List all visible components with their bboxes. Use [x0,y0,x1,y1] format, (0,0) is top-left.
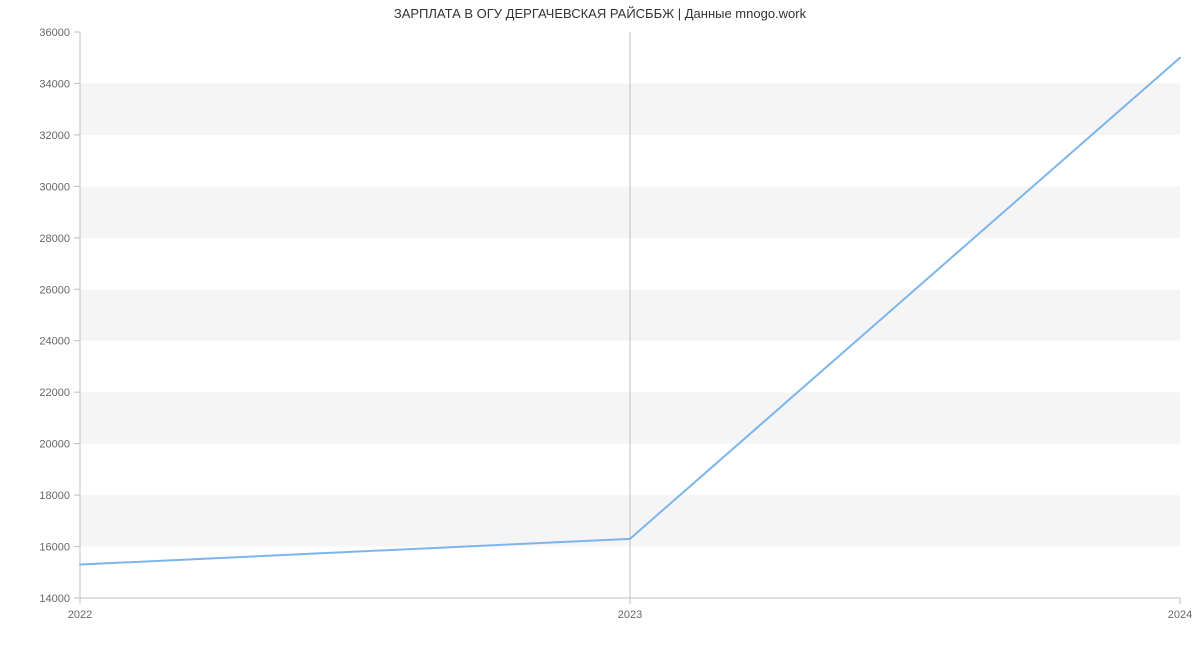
y-tick-label: 16000 [39,542,70,554]
y-tick-label: 26000 [39,284,70,296]
y-tick-label: 36000 [39,27,70,39]
x-tick-label: 2023 [618,609,642,621]
y-tick-label: 24000 [39,336,70,348]
x-tick-label: 2022 [68,609,92,621]
y-tick-label: 30000 [39,181,70,193]
y-axis: 14000 16000 18000 20000 22000 24000 26000 28000… [39,27,80,605]
y-tick-label: 20000 [39,439,70,451]
x-axis: 2022 2023 2024 [68,598,1192,621]
x-tick-label: 2024 [1168,609,1192,621]
chart-title: ЗАРПЛАТА В ОГУ ДЕРГАЧЕВСКАЯ РАЙСББЖ | Да… [0,6,1200,21]
y-tick-label: 28000 [39,233,70,245]
y-tick-label: 32000 [39,130,70,142]
y-tick-label: 14000 [39,593,70,605]
y-tick-label: 34000 [39,78,70,90]
y-tick-label: 22000 [39,387,70,399]
chart-svg: 14000 16000 18000 20000 22000 24000 26000 28000… [0,0,1200,650]
salary-line-chart: ЗАРПЛАТА В ОГУ ДЕРГАЧЕВСКАЯ РАЙСББЖ | Да… [0,0,1200,650]
y-tick-label: 18000 [39,490,70,502]
